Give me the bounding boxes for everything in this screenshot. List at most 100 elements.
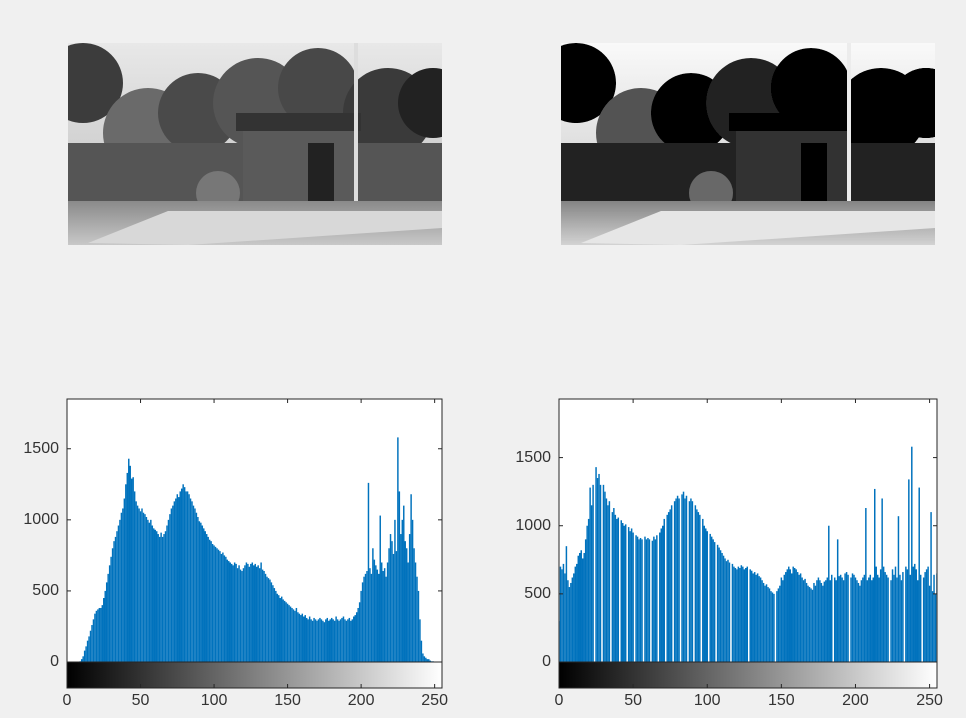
histogram-bar — [925, 569, 928, 662]
histogram-bar — [369, 568, 371, 662]
histogram-bar — [370, 573, 373, 662]
histogram-bar — [397, 437, 399, 662]
histogram-bar — [266, 576, 268, 662]
histogram-bar — [743, 569, 746, 662]
histogram-bar — [859, 585, 861, 662]
y-tick-label: 1000 — [23, 511, 59, 528]
histogram-bar — [798, 574, 800, 662]
histogram-bar — [629, 531, 631, 662]
histogram-bar — [731, 563, 734, 662]
x-tick-label: 250 — [916, 692, 943, 709]
histogram-bar — [811, 589, 814, 662]
histogram-bar — [310, 619, 312, 662]
histogram-bar — [222, 552, 224, 662]
histogram-bar — [667, 512, 670, 662]
histogram-bar — [336, 619, 339, 662]
histogram-bar — [338, 620, 340, 662]
histogram-bar — [383, 568, 386, 662]
histogram-bar — [573, 573, 575, 662]
x-tick-label: 50 — [624, 692, 642, 709]
histogram-bar — [872, 577, 874, 662]
histogram-bar — [602, 484, 605, 662]
histogram-bar — [207, 536, 209, 662]
histogram-bar — [690, 498, 692, 662]
histogram-bar — [244, 565, 246, 662]
histogram-bar — [116, 531, 118, 662]
histogram-bar — [264, 573, 267, 662]
histogram-bar — [817, 577, 820, 662]
histogram-bar — [286, 603, 289, 662]
histogram-bar — [639, 537, 642, 662]
histogram-bar — [375, 565, 377, 662]
histogram-bar — [616, 518, 618, 662]
histogram-bar — [248, 566, 251, 662]
histogram-bar — [839, 574, 842, 662]
histogram-bar — [348, 617, 351, 662]
histogram-bar — [570, 582, 572, 662]
histogram-bar — [261, 569, 264, 662]
histogram-bar — [353, 616, 355, 662]
histogram-bar — [208, 539, 211, 662]
histogram-bar — [314, 619, 317, 662]
histogram-bar — [659, 532, 661, 662]
histogram-bar — [758, 576, 760, 662]
histogram-bar — [632, 532, 634, 662]
histogram-bar — [559, 566, 562, 662]
histogram-bar — [120, 512, 123, 662]
histogram-bar — [869, 574, 872, 662]
histogram-bar — [645, 539, 648, 662]
histogram-bar — [94, 613, 96, 662]
histogram-bar — [853, 574, 855, 662]
histogram-bar — [567, 580, 569, 662]
histogram-bar — [831, 574, 833, 662]
histogram-bar — [756, 573, 759, 662]
histogram-bar — [725, 561, 728, 662]
histogram-bar — [157, 534, 159, 662]
histogram-bar — [682, 491, 685, 662]
histogram-bar — [854, 577, 857, 662]
histogram-bar — [644, 536, 646, 662]
histogram-bar — [875, 566, 877, 662]
histogram-bar — [201, 525, 204, 662]
histogram-bar — [217, 549, 220, 662]
histogram-bar — [874, 488, 876, 662]
histogram-bar — [595, 467, 597, 662]
histogram-bar — [915, 569, 917, 662]
histogram-bar — [749, 569, 751, 662]
histogram-bar — [341, 617, 343, 662]
histogram-bar — [417, 590, 420, 662]
histogram-bar — [739, 567, 741, 662]
histogram-bar — [107, 573, 109, 662]
histogram-bar — [117, 525, 120, 662]
histogram-bar — [697, 512, 700, 662]
histogram-bar — [320, 619, 323, 662]
histogram-bar — [278, 595, 280, 662]
x-tick-label: 100 — [201, 692, 228, 709]
histogram-bar — [847, 574, 849, 662]
histogram-bar — [270, 582, 273, 662]
histogram-bar — [574, 566, 577, 662]
histogram-bar — [233, 562, 236, 662]
histogram-bar — [562, 563, 565, 662]
histogram-bar — [742, 566, 744, 662]
histogram-bar — [648, 539, 651, 662]
histogram-bar — [647, 537, 649, 662]
histogram-bar — [782, 580, 784, 662]
histogram-bar — [607, 505, 609, 662]
histogram-bar — [255, 566, 258, 662]
histogram-bar — [914, 563, 916, 662]
histogram-bar — [179, 491, 181, 662]
histogram-bar — [884, 572, 886, 662]
histogram-bar — [663, 518, 665, 662]
histogram-bar — [805, 582, 808, 662]
histogram-bar — [857, 582, 860, 662]
histogram-bar — [345, 620, 348, 662]
histogram-bar — [350, 620, 352, 662]
x-tick-label: 150 — [768, 692, 795, 709]
histogram-bar — [804, 578, 806, 662]
histogram-bar — [136, 505, 139, 662]
x-tick-label: 250 — [421, 692, 448, 709]
histogram-bar — [718, 547, 720, 662]
histogram-bar — [164, 531, 167, 662]
histogram-bar — [183, 487, 186, 662]
